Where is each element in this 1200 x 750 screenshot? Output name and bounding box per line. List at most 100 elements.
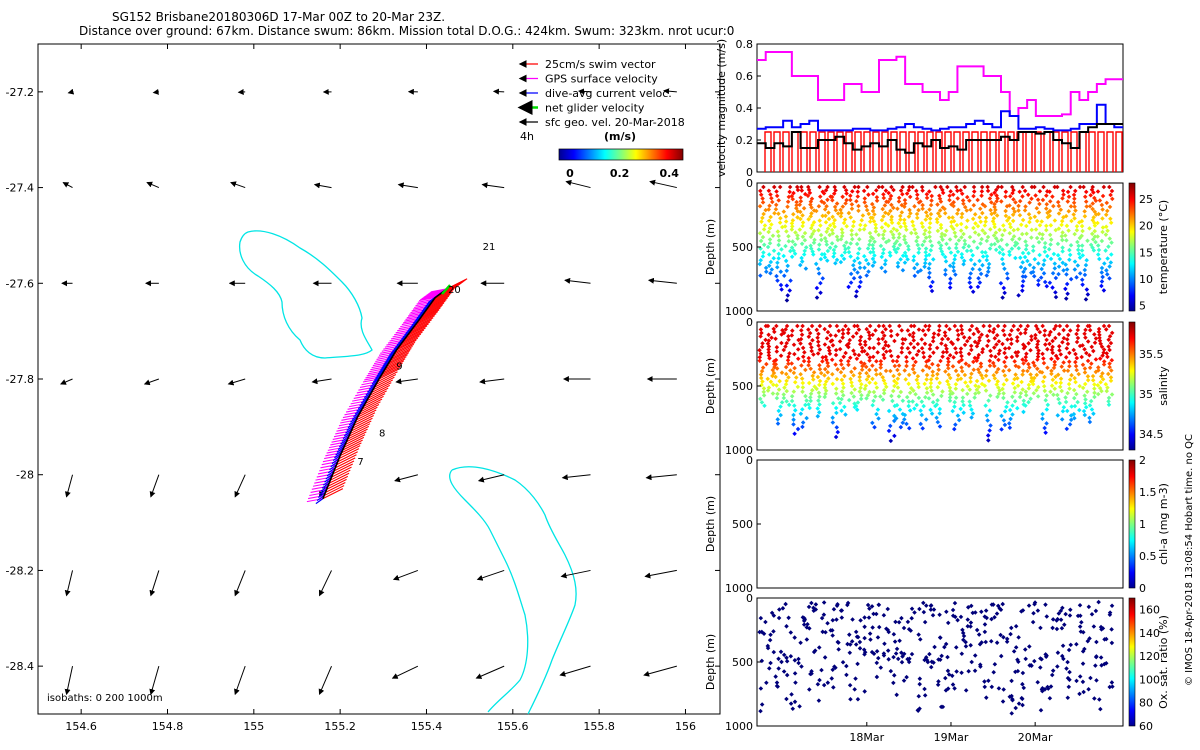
- profile-point: [1042, 249, 1048, 255]
- profile-point: [1004, 355, 1009, 360]
- profile-point: [1092, 696, 1097, 701]
- profile-point: [988, 348, 993, 354]
- map-y-tick-label: -28: [16, 469, 34, 482]
- profile-point: [1082, 194, 1088, 200]
- profile-point: [826, 345, 832, 350]
- profile-point: [1000, 386, 1005, 392]
- profile-point: [935, 682, 941, 688]
- profile-point: [821, 612, 827, 617]
- profile-point: [757, 261, 763, 267]
- profile-point: [915, 708, 921, 713]
- profile-point: [1099, 279, 1105, 284]
- profile-point: [816, 390, 822, 396]
- profile-point: [1075, 335, 1081, 341]
- profile-point: [874, 648, 880, 654]
- profile-point: [833, 391, 839, 396]
- profile-point: [1002, 359, 1007, 365]
- profile-point: [1035, 357, 1040, 362]
- profile-point: [846, 359, 851, 364]
- profile-point: [986, 338, 991, 344]
- depth-y-tick-label: 1000: [725, 444, 753, 457]
- profile-point: [851, 262, 856, 268]
- profile-point: [864, 273, 869, 278]
- surface-velocity-arrow: [649, 179, 677, 189]
- profile-point: [1092, 332, 1097, 337]
- profile-point: [1010, 381, 1016, 386]
- profile-point: [1020, 702, 1025, 708]
- profile-point: [1029, 184, 1035, 190]
- profile-point: [1065, 189, 1071, 195]
- profile-point: [1023, 403, 1028, 408]
- profile-point: [1051, 392, 1056, 397]
- profile-point: [1015, 383, 1021, 389]
- profile-point: [1068, 417, 1074, 423]
- swim-vector: [421, 305, 442, 317]
- profile-point: [1024, 223, 1029, 229]
- profile-point: [786, 375, 791, 380]
- profile-point: [1049, 356, 1054, 362]
- profile-point: [1097, 356, 1103, 361]
- profile-point: [825, 680, 831, 685]
- profile-point: [1108, 378, 1114, 384]
- velocity-series-line: [757, 51, 1123, 117]
- profile-point: [778, 404, 783, 409]
- profile-point: [785, 293, 791, 298]
- profile-point: [963, 380, 968, 385]
- profile-point: [1076, 371, 1081, 377]
- profile-point: [813, 261, 819, 267]
- profile-point: [1035, 394, 1041, 399]
- profile-point: [759, 344, 765, 350]
- surface-velocity-arrow: [62, 182, 73, 189]
- profile-point: [996, 357, 1001, 363]
- profile-point: [758, 327, 764, 332]
- profile-point: [952, 323, 958, 329]
- swim-vector: [361, 398, 383, 410]
- profile-point: [1080, 385, 1086, 391]
- profile-point: [1087, 352, 1092, 358]
- profile-point: [1064, 272, 1069, 277]
- profile-point: [874, 358, 879, 364]
- profile-point: [912, 273, 918, 279]
- swim-vector: [342, 439, 363, 451]
- map-y-ticks: -27.2-27.4-27.6-27.8-28-28.2-28.4: [6, 86, 720, 673]
- swim-vector: [388, 352, 410, 364]
- profile-point: [1035, 354, 1041, 359]
- profile-point: [1061, 268, 1066, 273]
- profile-point: [1056, 264, 1062, 269]
- profile-point: [986, 438, 991, 443]
- profile-point: [1025, 368, 1030, 374]
- surface-velocity-arrow: [318, 665, 332, 696]
- profile-point: [822, 255, 828, 260]
- profile-point: [1088, 675, 1093, 681]
- profile-point: [1100, 216, 1105, 221]
- profile-point: [1016, 635, 1021, 640]
- profile-point: [766, 353, 772, 358]
- profile-point: [1063, 395, 1068, 400]
- profile-point: [911, 254, 917, 259]
- profile-point: [880, 330, 885, 335]
- profile-point: [1075, 247, 1081, 253]
- profile-point: [891, 680, 896, 686]
- profile-point: [775, 260, 780, 266]
- profile-point: [898, 389, 904, 395]
- profile-point: [839, 389, 845, 394]
- profile-point: [1091, 348, 1096, 354]
- profile-point: [795, 356, 801, 362]
- swim-vector: [432, 290, 453, 302]
- swim-speed-trace: [845, 131, 853, 172]
- profile-point: [809, 323, 815, 329]
- profile-point: [1050, 338, 1055, 344]
- profile-point: [830, 400, 836, 406]
- profile-point: [1071, 411, 1077, 417]
- profile-point: [904, 354, 909, 360]
- profile-point: [881, 346, 886, 351]
- profile-point: [868, 637, 873, 642]
- profile-point: [1004, 271, 1010, 276]
- profile-point: [882, 355, 887, 361]
- profile-point: [1027, 219, 1032, 225]
- swim-vector: [374, 376, 395, 388]
- profile-point: [965, 384, 970, 389]
- profile-point: [955, 617, 960, 623]
- profile-point: [782, 385, 787, 390]
- profile-point: [792, 351, 797, 357]
